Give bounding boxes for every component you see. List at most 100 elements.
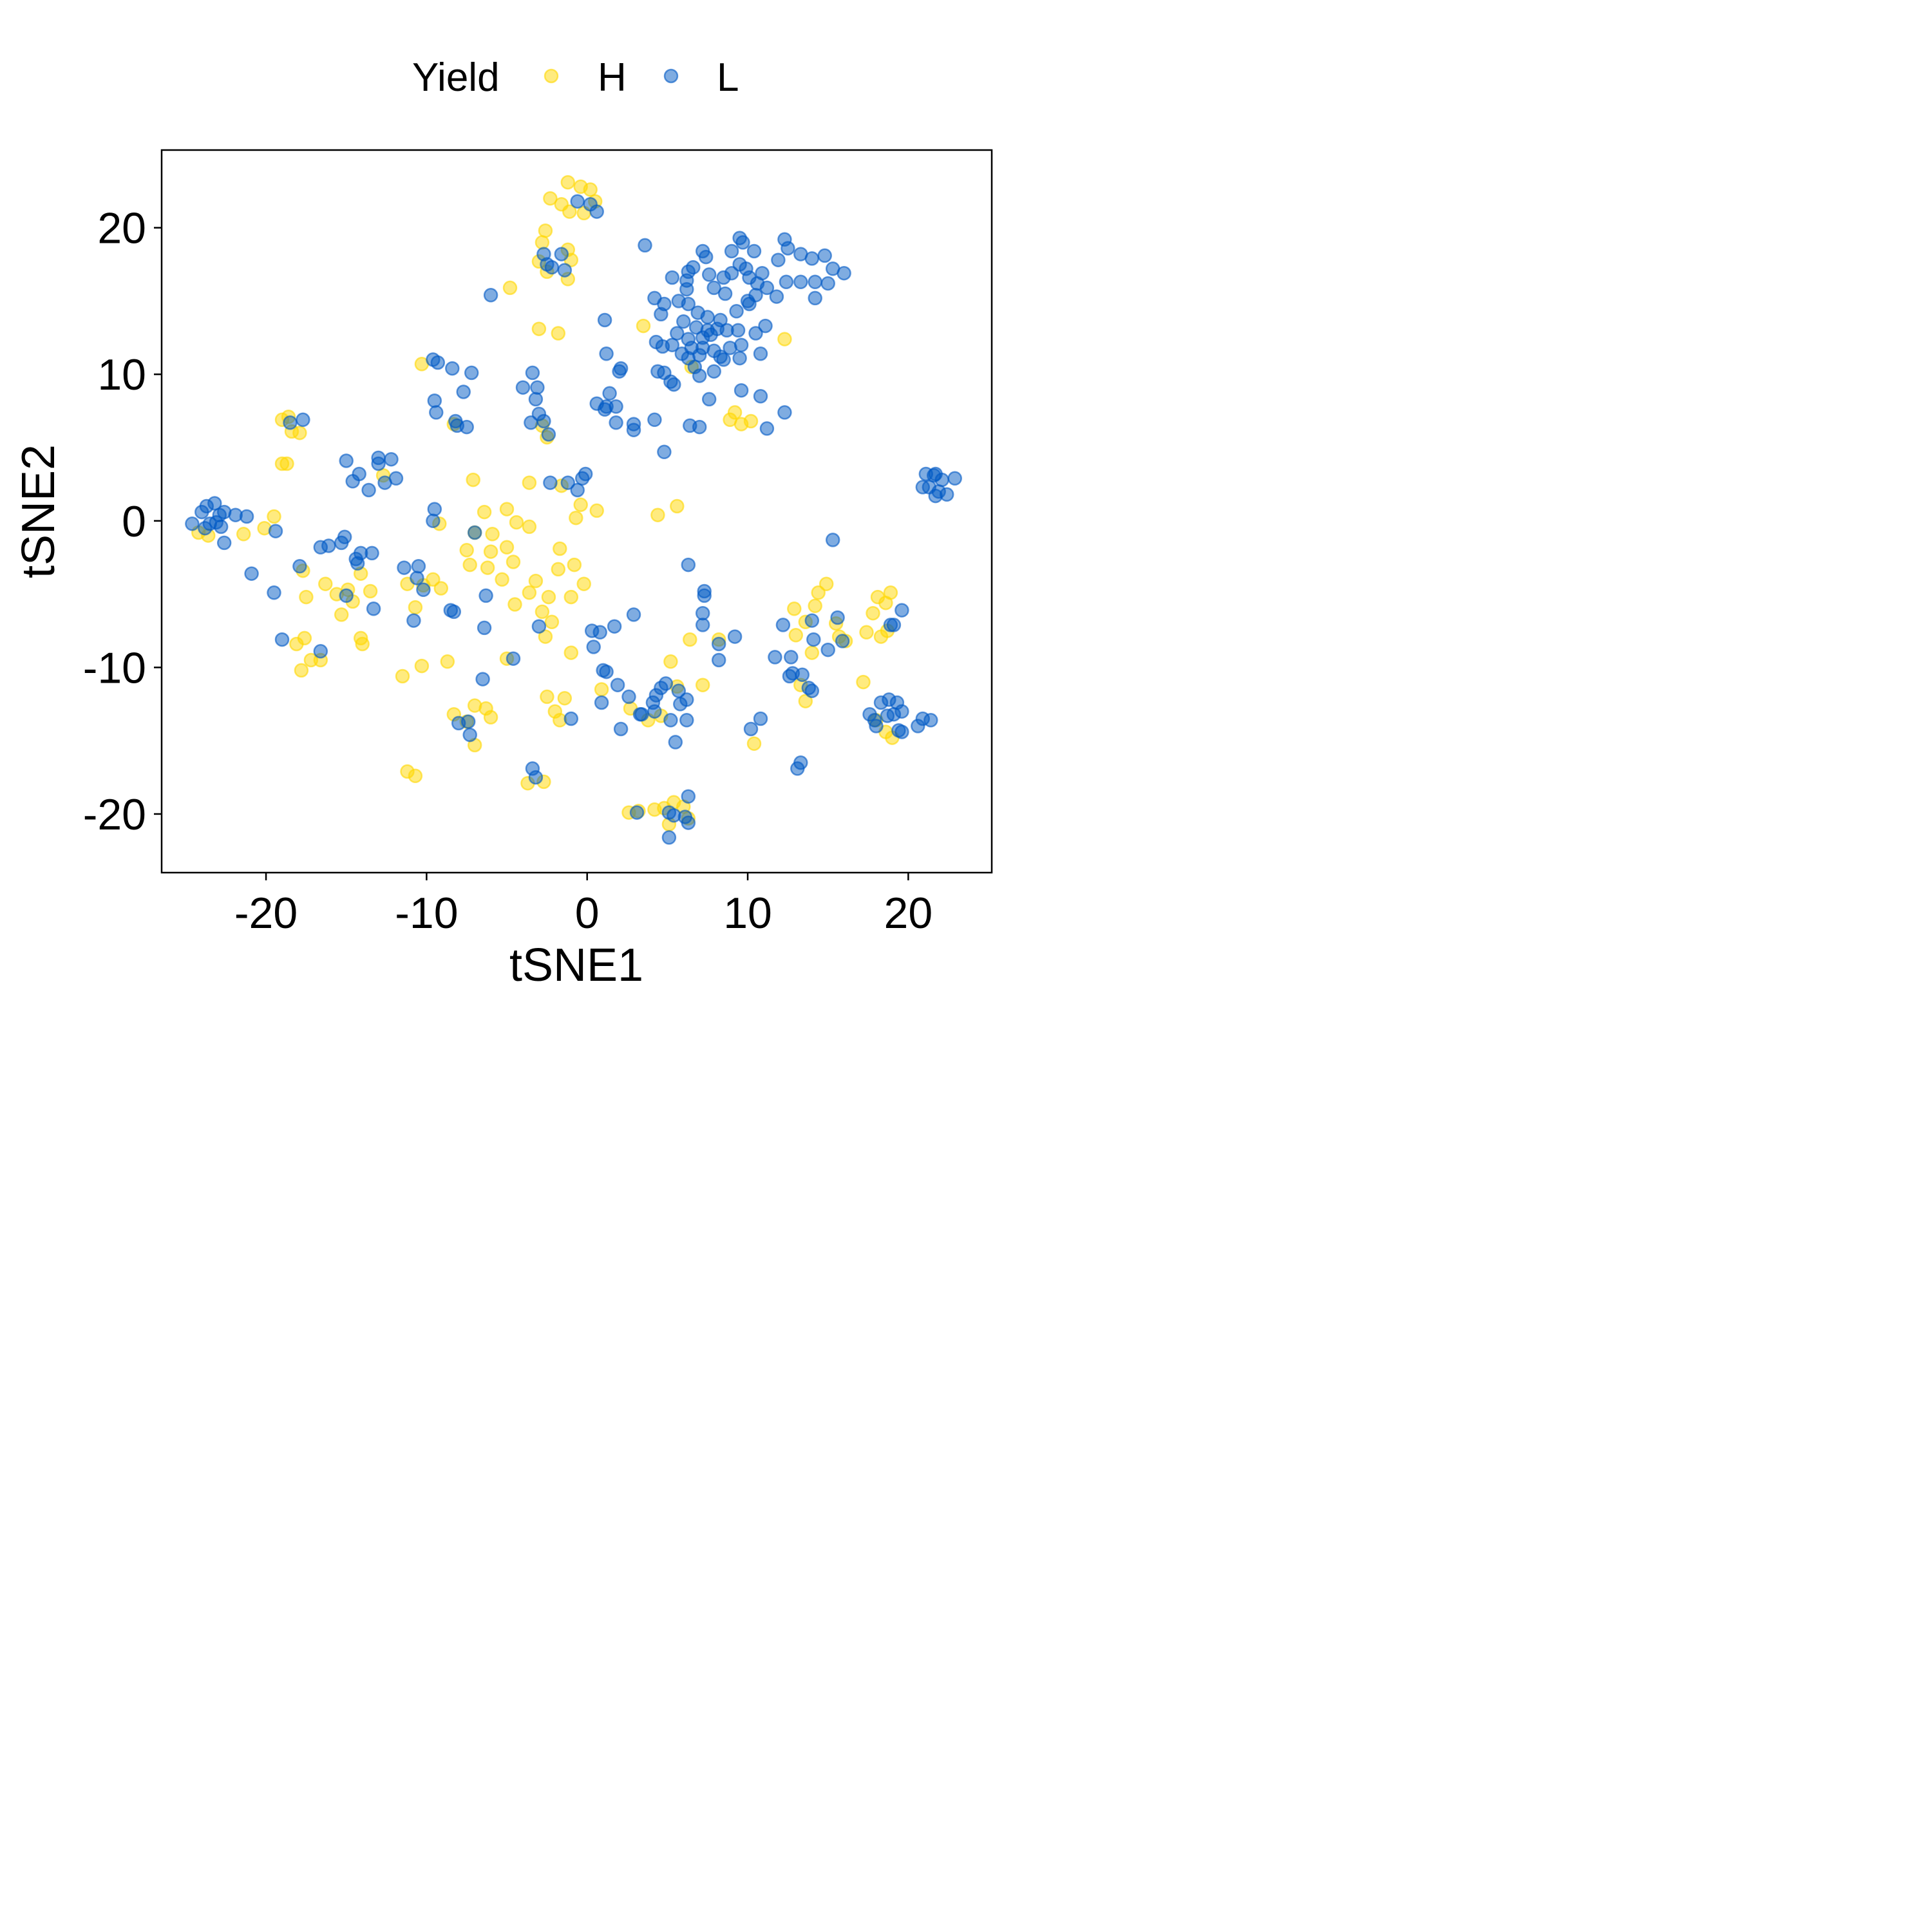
point-h-3 <box>543 191 558 206</box>
point-h-48 <box>236 527 251 542</box>
point-h-25 <box>743 413 759 429</box>
point-l-143 <box>345 474 360 489</box>
point-h-31 <box>292 425 307 440</box>
point-l-8 <box>483 288 498 303</box>
point-l-171 <box>244 566 259 581</box>
point-l-96 <box>734 383 749 398</box>
point-l-141 <box>339 453 354 468</box>
point-l-261 <box>820 642 835 658</box>
point-l-4 <box>554 247 569 261</box>
point-l-135 <box>530 380 545 395</box>
point-l-30 <box>686 260 701 275</box>
point-l-139 <box>524 415 538 430</box>
point-h-104 <box>483 710 498 725</box>
point-h-57 <box>483 544 498 559</box>
point-h-2 <box>583 182 598 197</box>
point-l-263 <box>835 634 850 649</box>
point-l-23 <box>771 252 786 267</box>
point-h-115 <box>594 682 609 697</box>
point-l-89 <box>599 346 614 361</box>
point-h-60 <box>462 557 477 573</box>
point-h-52 <box>509 515 524 530</box>
point-l-188 <box>467 525 482 540</box>
point-h-61 <box>480 560 495 575</box>
point-h-92 <box>408 600 423 615</box>
point-l-110 <box>759 421 775 436</box>
point-l-227 <box>679 692 694 707</box>
point-l-203 <box>462 727 477 743</box>
point-l-85 <box>734 337 749 352</box>
point-l-159 <box>194 504 209 520</box>
point-h-135 <box>811 585 826 600</box>
point-h-59 <box>553 541 567 556</box>
point-h-111 <box>557 690 573 706</box>
point-h-79 <box>334 607 349 622</box>
point-l-248 <box>768 650 782 665</box>
point-l-195 <box>478 588 493 603</box>
point-l-116 <box>934 472 949 488</box>
point-l-176 <box>313 540 328 555</box>
point-l-86 <box>732 350 747 366</box>
point-h-71 <box>564 589 579 605</box>
point-l-65 <box>758 318 773 334</box>
point-l-82 <box>692 368 707 383</box>
point-h-134 <box>808 598 822 614</box>
point-l-26 <box>808 274 822 290</box>
point-l-244 <box>681 789 696 804</box>
point-l-63 <box>730 323 746 338</box>
point-l-28 <box>820 276 835 291</box>
point-l-238 <box>727 629 743 644</box>
point-l-239 <box>661 830 677 845</box>
point-h-34 <box>279 456 294 471</box>
point-l-140 <box>541 427 556 442</box>
point-h-66 <box>567 557 582 573</box>
point-h-150 <box>856 674 871 690</box>
point-l-205 <box>528 770 544 785</box>
point-l-224 <box>663 713 678 728</box>
point-h-95 <box>433 581 449 596</box>
point-l-32 <box>665 270 680 285</box>
point-h-77 <box>318 576 333 591</box>
point-l-155 <box>283 415 298 430</box>
point-l-197 <box>477 620 492 636</box>
point-h-131 <box>788 628 804 643</box>
point-l-88 <box>597 312 612 328</box>
point-h-120 <box>683 632 697 647</box>
point-l-277 <box>895 704 909 719</box>
point-l-230 <box>626 607 641 622</box>
point-l-200 <box>475 672 490 687</box>
point-h-107 <box>408 768 423 784</box>
x-axis: -20 -10 0 10 20 <box>234 873 933 938</box>
legend: Yield H L <box>412 55 739 100</box>
point-l-246 <box>743 721 759 737</box>
point-l-228 <box>679 713 694 728</box>
x-tick-label-1: -10 <box>395 889 458 938</box>
point-h-45 <box>670 498 685 514</box>
point-l-259 <box>790 761 805 776</box>
point-h-9 <box>535 235 550 250</box>
point-h-65 <box>495 572 509 587</box>
point-l-190 <box>397 560 412 575</box>
point-h-114 <box>564 645 579 660</box>
point-l-20 <box>817 248 832 263</box>
point-l-104 <box>609 415 623 430</box>
point-l-163 <box>239 509 254 524</box>
point-l-57 <box>676 314 691 329</box>
point-h-56 <box>459 543 474 558</box>
point-h-40 <box>477 504 492 520</box>
point-l-40 <box>755 265 770 281</box>
point-l-19 <box>804 251 820 266</box>
point-l-168 <box>216 535 232 551</box>
point-h-154 <box>746 736 762 751</box>
point-h-81 <box>363 583 378 599</box>
point-l-196 <box>406 613 421 628</box>
point-l-276 <box>895 724 909 739</box>
point-l-172 <box>267 585 281 600</box>
point-h-98 <box>440 654 455 669</box>
point-l-54 <box>681 296 696 312</box>
point-l-148 <box>388 471 404 486</box>
point-l-213 <box>610 677 625 692</box>
point-l-191 <box>410 571 424 585</box>
point-l-125 <box>445 361 460 376</box>
